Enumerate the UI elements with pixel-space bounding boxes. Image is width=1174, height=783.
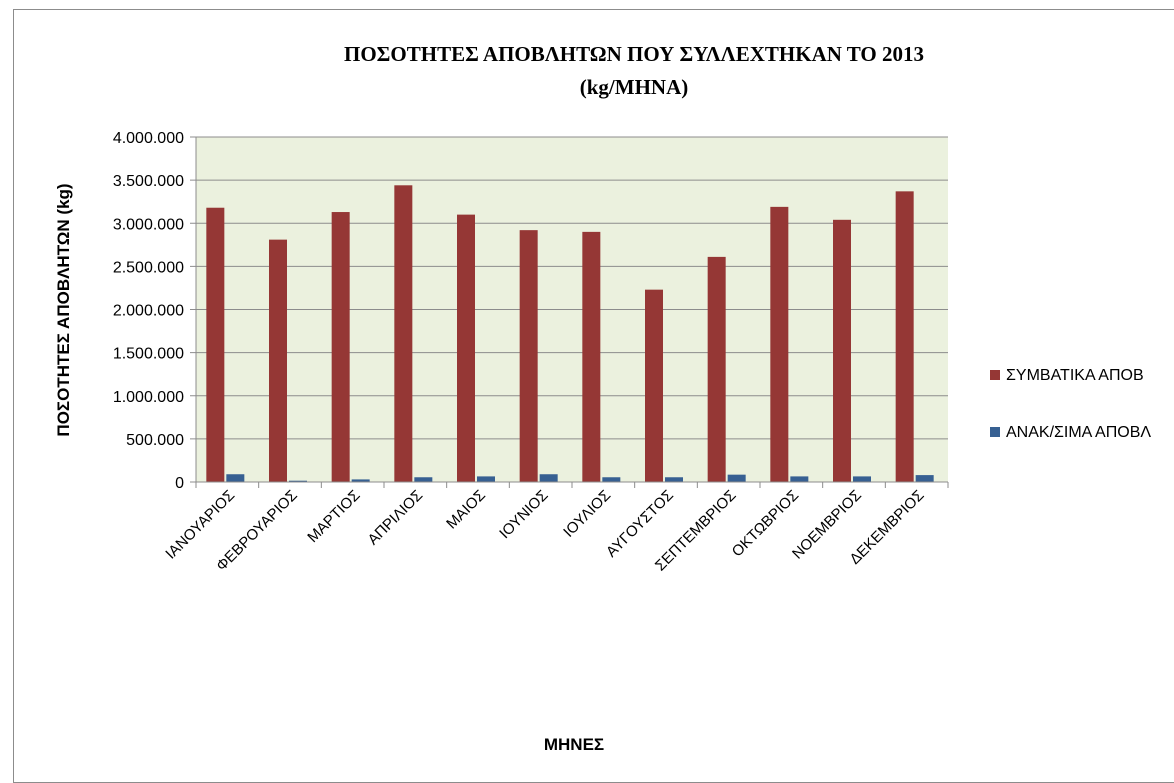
bar-anakyklosima	[853, 476, 871, 482]
y-tick-label: 3.500.000	[113, 173, 184, 190]
bar-symbatika	[457, 214, 475, 482]
bar-anakyklosima	[915, 475, 934, 482]
y-tick-label: 2.500.000	[113, 259, 184, 276]
y-tick-label: 3.000.000	[113, 216, 184, 233]
bar-symbatika	[645, 289, 663, 482]
y-tick-label: 4.000.000	[113, 130, 184, 147]
bars	[206, 185, 934, 483]
y-tick-label: 0	[175, 475, 184, 492]
bar-anakyklosima	[539, 474, 558, 482]
bar-anakyklosima	[477, 476, 495, 482]
chart-title: ΠΟΣΟΤΗΤΕΣ ΑΠΟΒΛΗΤΩΝ ΠΟΥ ΣΥΛΛΕΧΤΗΚΑΝ ΤΟ 2…	[344, 42, 924, 66]
bar-anakyklosima	[665, 477, 683, 482]
y-tick-labels: 0 500.000 1.000.000 1.500.000 2.000.000 2.500…	[113, 130, 184, 492]
bar-anakyklosima	[414, 477, 433, 482]
bar-symbatika	[770, 206, 789, 483]
legend: ΣΥΜΒΑΤΙΚΑ ΑΠΟΒ ΑΝΑΚ/ΣΙΜΑ ΑΠΟΒΛ	[990, 367, 1151, 441]
y-tick-label: 1.500.000	[113, 346, 184, 363]
bar-symbatika	[331, 212, 350, 482]
gridlines	[190, 136, 948, 483]
x-tick-label: ΙΟΥΛΙΟΣ	[560, 487, 614, 541]
x-tick-label: ΜΑΡΤΙΟΣ	[304, 487, 363, 546]
bar-anakyklosima	[226, 474, 245, 482]
legend-label: ΑΝΑΚ/ΣΙΜΑ ΑΠΟΒΛ	[1006, 424, 1151, 441]
y-tick-label: 2.000.000	[113, 303, 184, 320]
bar-anakyklosima	[727, 474, 746, 482]
x-tick-label: ΑΠΡΙΛΙΟΣ	[365, 487, 427, 549]
bar-anakyklosima	[790, 476, 809, 482]
legend-swatch	[990, 370, 1000, 380]
axes	[195, 137, 949, 488]
bar-symbatika	[707, 256, 726, 482]
y-tick-label: 1.000.000	[113, 389, 184, 406]
bar-symbatika	[582, 231, 601, 482]
bar-symbatika	[519, 230, 538, 482]
bar-anakyklosima	[289, 480, 307, 482]
bar-symbatika	[269, 239, 287, 482]
bar-symbatika	[206, 207, 225, 482]
bar-symbatika	[833, 219, 851, 483]
x-axis-title: ΜΗΝΕΣ	[544, 735, 604, 754]
bar-anakyklosima	[602, 477, 621, 482]
x-tick-label: ΜΑΙΟΣ	[443, 487, 489, 533]
chart-subtitle: (kg/ΜΗΝΑ)	[580, 75, 689, 99]
y-axis-title: ΠΟΣΟΤΗΤΕΣ ΑΠΟΒΛΗΤΩΝ (kg)	[54, 183, 73, 436]
bar-anakyklosima	[351, 479, 370, 482]
legend-swatch	[990, 427, 1000, 437]
bar-symbatika	[394, 185, 413, 483]
y-tick-label: 500.000	[126, 432, 184, 449]
x-tick-label: ΙΟΥΝΙΟΣ	[496, 487, 551, 542]
bar-symbatika	[895, 191, 914, 482]
legend-label: ΣΥΜΒΑΤΙΚΑ ΑΠΟΒ	[1006, 367, 1144, 384]
